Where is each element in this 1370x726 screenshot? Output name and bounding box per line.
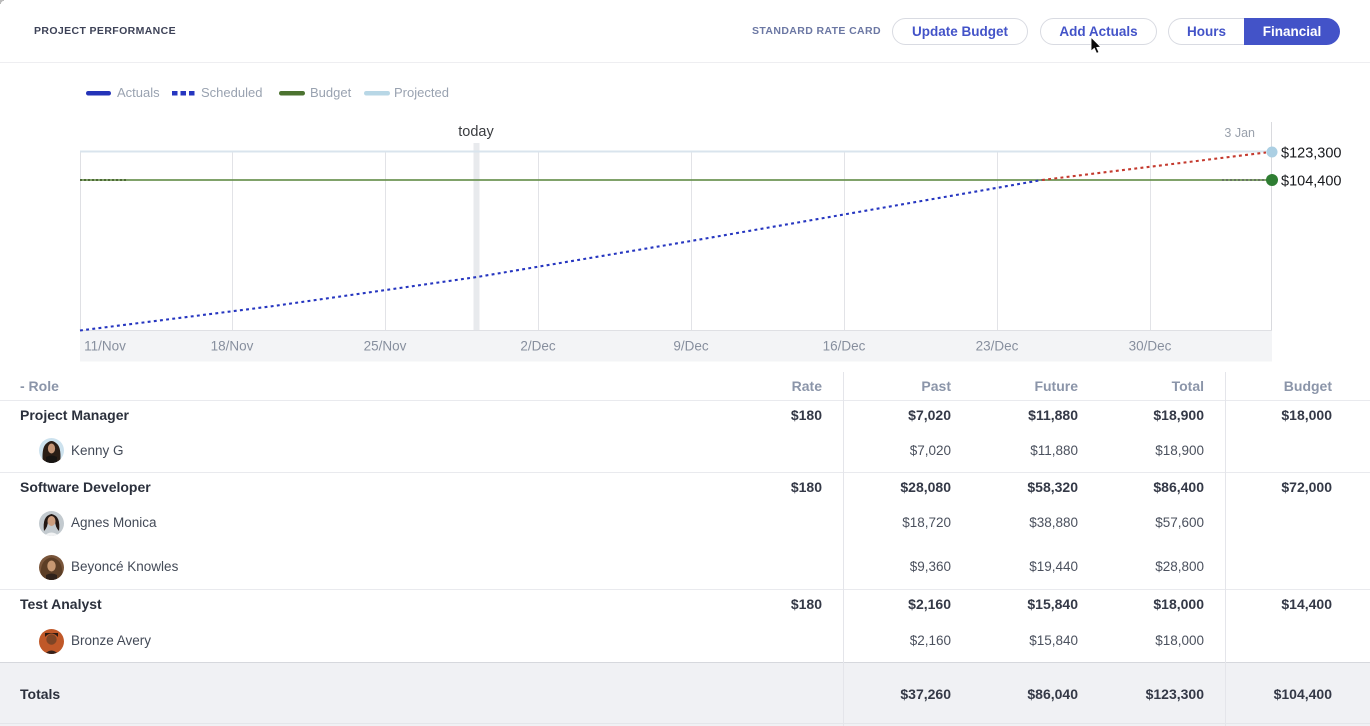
- svg-text:25/Nov: 25/Nov: [364, 339, 407, 354]
- svg-text:$123,300: $123,300: [1281, 146, 1341, 162]
- svg-text:today: today: [458, 124, 494, 140]
- svg-text:$104,400: $104,400: [1281, 174, 1341, 190]
- svg-text:16/Dec: 16/Dec: [823, 339, 866, 354]
- svg-text:9/Dec: 9/Dec: [673, 339, 709, 354]
- svg-text:23/Dec: 23/Dec: [976, 339, 1019, 354]
- svg-text:30/Dec: 30/Dec: [1129, 339, 1172, 354]
- svg-text:2/Dec: 2/Dec: [520, 339, 556, 354]
- svg-text:11/Nov: 11/Nov: [84, 339, 126, 354]
- svg-text:18/Nov: 18/Nov: [211, 339, 254, 354]
- svg-text:3 Jan: 3 Jan: [1224, 126, 1255, 140]
